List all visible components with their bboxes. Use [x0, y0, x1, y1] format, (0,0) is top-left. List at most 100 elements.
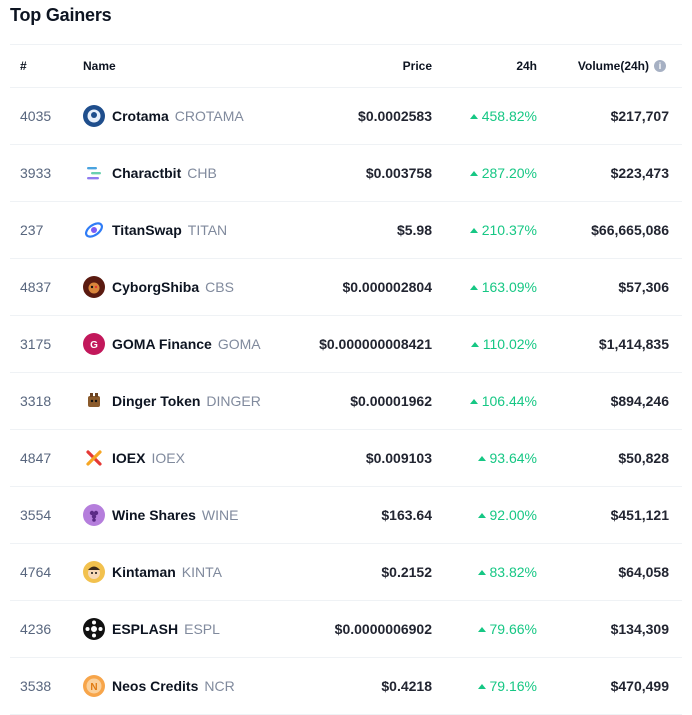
name-cell[interactable]: CyborgShiba CBS — [83, 259, 293, 315]
coin-symbol: CROTAMA — [174, 108, 244, 124]
rank-cell: 3554 — [20, 507, 52, 523]
change-cell: 106.44% — [469, 373, 537, 429]
table-row[interactable]: 3538 N Neos Credits NCR $0.4218 79.16% $… — [10, 658, 682, 715]
header-price[interactable]: Price — [402, 59, 432, 73]
price-cell: $0.003758 — [365, 165, 432, 181]
change-value: 92.00% — [489, 507, 537, 523]
coin-symbol: DINGER — [206, 393, 261, 409]
svg-text:G: G — [90, 340, 98, 351]
coin-name[interactable]: ESPLASH — [112, 621, 179, 637]
table-row[interactable]: 4837 CyborgShiba CBS $0.000002804 163.09… — [10, 259, 682, 316]
caret-up-icon — [469, 113, 478, 119]
coin-symbol: WINE — [201, 507, 239, 523]
table-row[interactable]: 4035 Crotama CROTAMA $0.0002583 458.82% … — [10, 88, 682, 145]
change-value: 93.64% — [489, 450, 537, 466]
name-cell[interactable]: Wine Shares WINE — [83, 487, 293, 543]
table-row[interactable]: 3933 Charactbit CHB $0.003758 287.20% $2… — [10, 145, 682, 202]
table-row[interactable]: 4236 ESPLASH ESPL $0.0000006902 79.66% $… — [10, 601, 682, 658]
name-cell[interactable]: Crotama CROTAMA — [83, 88, 293, 144]
change-cell: 93.64% — [477, 430, 537, 486]
header-24h[interactable]: 24h — [516, 59, 537, 73]
header-volume[interactable]: Volume(24h) i — [578, 45, 666, 87]
change-cell: 92.00% — [477, 487, 537, 543]
change-value: 210.37% — [481, 222, 537, 238]
coin-symbol: IOEX — [151, 450, 185, 466]
caret-up-icon — [477, 512, 486, 518]
coin-name[interactable]: Charactbit — [112, 165, 182, 181]
name-cell[interactable]: IOEX IOEX — [83, 430, 293, 486]
change-cell: 210.37% — [469, 202, 537, 258]
header-volume-label: Volume(24h) — [577, 59, 649, 73]
price-cell: $5.98 — [396, 222, 432, 238]
volume-cell: $217,707 — [610, 108, 669, 124]
top-gainers-table: # Name Price 24h Volume(24h) i 4035 Crot… — [10, 44, 682, 715]
coin-name[interactable]: IOEX — [112, 450, 146, 466]
rank-cell: 4035 — [20, 108, 52, 124]
change-value: 83.82% — [489, 564, 537, 580]
change-value: 458.82% — [481, 108, 537, 124]
table-row[interactable]: 3175 G GOMA Finance GOMA $0.000000008421… — [10, 316, 682, 373]
cyborgshiba-icon — [83, 276, 105, 298]
price-cell: $0.000000008421 — [319, 336, 432, 352]
table-row[interactable]: 4847 IOEX IOEX $0.009103 93.64% $50,828 — [10, 430, 682, 487]
change-cell: 110.02% — [470, 316, 537, 372]
coin-symbol: ESPL — [184, 621, 220, 637]
coin-name[interactable]: TitanSwap — [112, 222, 182, 238]
coin-symbol: GOMA — [217, 336, 261, 352]
name-cell[interactable]: Charactbit CHB — [83, 145, 293, 201]
coin-name[interactable]: Kintaman — [112, 564, 176, 580]
caret-up-icon — [469, 284, 478, 290]
name-cell[interactable]: G GOMA Finance GOMA — [83, 316, 293, 372]
coin-name[interactable]: Crotama — [112, 108, 169, 124]
change-cell: 163.09% — [469, 259, 537, 315]
coin-name[interactable]: Wine Shares — [112, 507, 196, 523]
header-rank[interactable]: # — [20, 59, 27, 73]
name-cell[interactable]: ESPLASH ESPL — [83, 601, 293, 657]
table-row[interactable]: 3554 Wine Shares WINE $163.64 92.00% $45… — [10, 487, 682, 544]
rank-cell: 237 — [20, 222, 44, 238]
price-cell: $0.00001962 — [350, 393, 432, 409]
volume-cell: $894,246 — [610, 393, 669, 409]
caret-up-icon — [477, 569, 486, 575]
coin-name[interactable]: Neos Credits — [112, 678, 199, 694]
name-cell[interactable]: N Neos Credits NCR — [83, 658, 293, 714]
coin-symbol: NCR — [204, 678, 235, 694]
coin-symbol: TITAN — [187, 222, 228, 238]
volume-cell: $57,306 — [618, 279, 669, 295]
rank-cell: 3538 — [20, 678, 52, 694]
wine-icon — [83, 504, 105, 526]
neos-credits-icon: N — [83, 675, 105, 697]
caret-up-icon — [477, 455, 486, 461]
table-body: 4035 Crotama CROTAMA $0.0002583 458.82% … — [10, 88, 682, 715]
rank-cell: 3318 — [20, 393, 52, 409]
header-name[interactable]: Name — [83, 59, 116, 73]
ioex-icon — [83, 447, 105, 469]
name-cell[interactable]: Dinger Token DINGER — [83, 373, 293, 429]
caret-up-icon — [477, 626, 486, 632]
coin-symbol: CBS — [205, 279, 234, 295]
table-header-row: # Name Price 24h Volume(24h) i — [10, 45, 682, 88]
table-row[interactable]: 4764 Kintaman KINTA $0.2152 83.82% $64,0… — [10, 544, 682, 601]
rank-cell: 4764 — [20, 564, 52, 580]
info-icon[interactable]: i — [654, 60, 666, 72]
table-row[interactable]: 237 TitanSwap TITAN $5.98 210.37% $66,66… — [10, 202, 682, 259]
volume-cell: $1,414,835 — [598, 336, 669, 352]
table-row[interactable]: 3318 Dinger Token DINGER $0.00001962 106… — [10, 373, 682, 430]
change-value: 79.66% — [489, 621, 537, 637]
change-cell: 83.82% — [477, 544, 537, 600]
volume-cell: $66,665,086 — [591, 222, 669, 238]
price-cell: $0.2152 — [381, 564, 432, 580]
price-cell: $0.0002583 — [358, 108, 432, 124]
change-value: 287.20% — [481, 165, 537, 181]
coin-name[interactable]: Dinger Token — [112, 393, 201, 409]
change-value: 163.09% — [481, 279, 537, 295]
coin-name[interactable]: CyborgShiba — [112, 279, 200, 295]
volume-cell: $470,499 — [610, 678, 669, 694]
coin-name[interactable]: GOMA Finance — [112, 336, 212, 352]
coin-symbol: CHB — [187, 165, 217, 181]
caret-up-icon — [469, 227, 478, 233]
change-value: 106.44% — [481, 393, 537, 409]
esplash-icon — [83, 618, 105, 640]
name-cell[interactable]: Kintaman KINTA — [83, 544, 293, 600]
name-cell[interactable]: TitanSwap TITAN — [83, 202, 293, 258]
